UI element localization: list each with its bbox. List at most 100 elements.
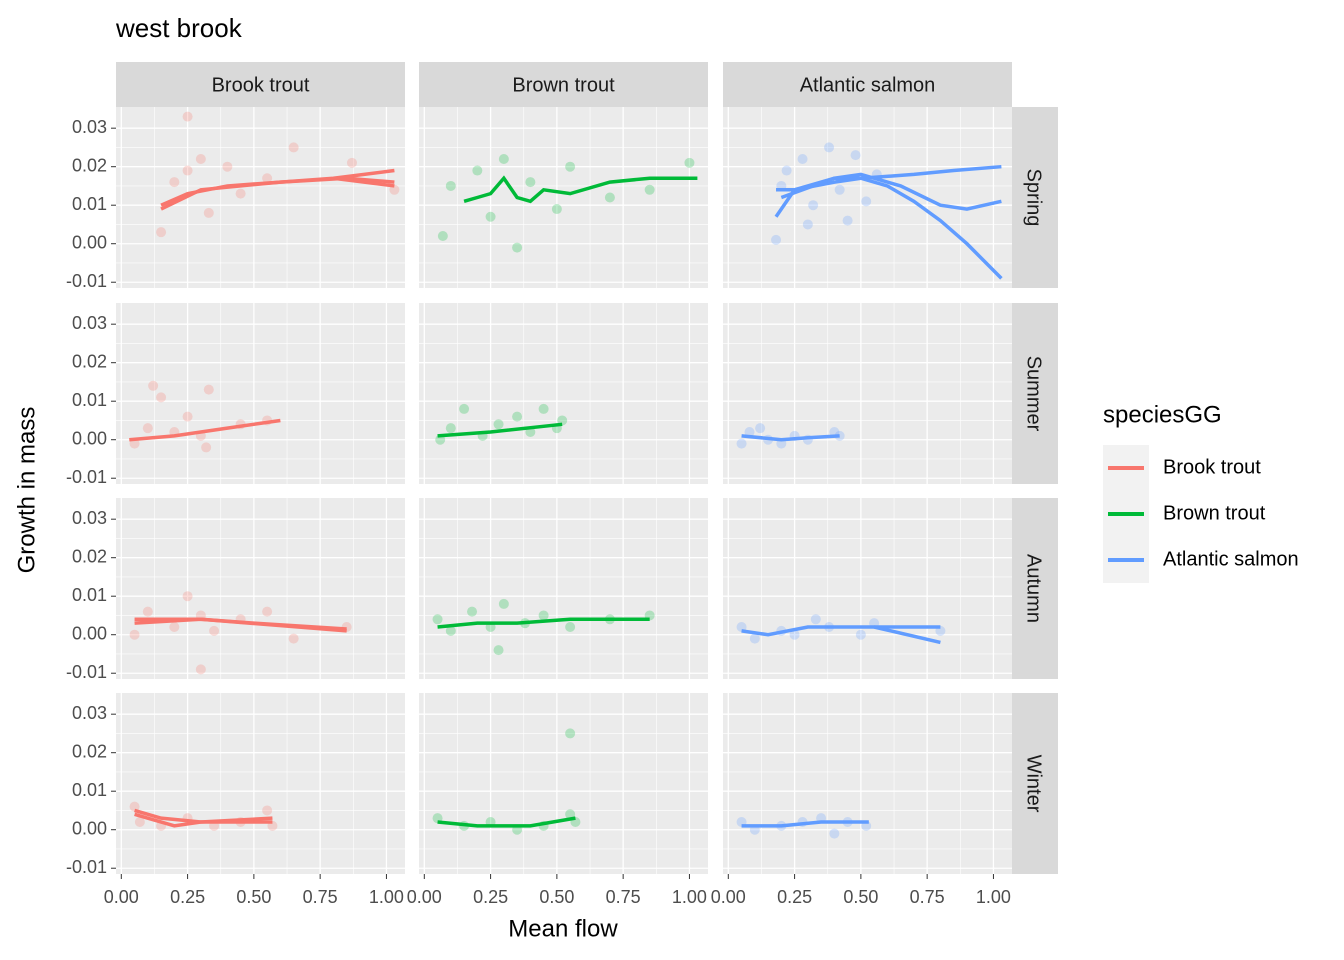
data-point bbox=[565, 809, 576, 820]
panel-background bbox=[723, 693, 1012, 874]
data-point bbox=[850, 150, 861, 161]
data-point bbox=[203, 207, 214, 218]
data-point bbox=[201, 442, 212, 453]
data-point bbox=[235, 188, 246, 199]
panel bbox=[419, 107, 708, 288]
data-point bbox=[755, 423, 766, 434]
smooth-line bbox=[437, 422, 563, 438]
smooth-line bbox=[741, 820, 869, 828]
row-strip-label: Winter bbox=[1023, 755, 1045, 813]
smooth-line bbox=[873, 625, 941, 645]
data-point bbox=[142, 606, 153, 617]
panel bbox=[116, 693, 405, 874]
data-point bbox=[222, 161, 233, 172]
data-point bbox=[824, 142, 835, 153]
panel bbox=[419, 498, 708, 679]
smooth-line bbox=[160, 176, 395, 211]
x-tick-label: 0.00 bbox=[407, 887, 442, 907]
data-point bbox=[472, 165, 483, 176]
x-tick-label: 1.00 bbox=[976, 887, 1011, 907]
y-tick-label: 0.01 bbox=[72, 194, 107, 214]
data-point bbox=[744, 427, 755, 438]
data-point bbox=[203, 384, 214, 395]
y-tick-label: 0.00 bbox=[72, 428, 107, 448]
y-tick-label: 0.02 bbox=[72, 351, 107, 371]
data-point bbox=[445, 625, 456, 636]
smooth-line bbox=[437, 816, 576, 828]
data-point bbox=[445, 423, 456, 434]
data-point bbox=[346, 157, 357, 168]
data-point bbox=[485, 211, 496, 222]
data-point bbox=[565, 622, 576, 633]
smooth-line bbox=[129, 418, 281, 442]
data-point bbox=[493, 419, 504, 430]
smooth-line bbox=[463, 175, 698, 204]
data-point bbox=[538, 610, 549, 621]
x-tick-label: 0.50 bbox=[539, 887, 574, 907]
data-point bbox=[459, 403, 470, 414]
column-strip bbox=[419, 62, 708, 107]
data-point bbox=[538, 403, 549, 414]
data-point bbox=[834, 184, 845, 195]
data-point bbox=[498, 153, 509, 164]
panel-background bbox=[419, 303, 708, 484]
y-tick-label: 0.03 bbox=[72, 313, 107, 333]
smooth-line bbox=[774, 176, 1003, 280]
panel-background bbox=[723, 107, 1012, 288]
panel-background bbox=[723, 303, 1012, 484]
smooth-line bbox=[741, 625, 941, 637]
y-tick-label: -0.01 bbox=[66, 662, 107, 682]
panel bbox=[116, 303, 405, 484]
data-point bbox=[182, 165, 193, 176]
data-point bbox=[810, 614, 821, 625]
data-point bbox=[802, 219, 813, 230]
data-point bbox=[842, 215, 853, 226]
y-tick-label: 0.03 bbox=[72, 703, 107, 723]
panel bbox=[723, 107, 1012, 288]
y-tick-label: -0.01 bbox=[66, 857, 107, 877]
data-point bbox=[789, 629, 800, 640]
y-tick-label: -0.01 bbox=[66, 271, 107, 291]
x-tick-label: 1.00 bbox=[369, 887, 404, 907]
data-point bbox=[551, 204, 562, 215]
column-strip-label: Brook trout bbox=[212, 74, 310, 96]
y-tick-label: 0.03 bbox=[72, 508, 107, 528]
data-point bbox=[182, 591, 193, 602]
legend-label: Brown trout bbox=[1163, 502, 1266, 524]
legend-title: speciesGG bbox=[1103, 401, 1222, 428]
data-point bbox=[182, 411, 193, 422]
y-tick-label: 0.00 bbox=[72, 818, 107, 838]
panel-background bbox=[116, 107, 405, 288]
y-axis-label: Growth in mass bbox=[13, 407, 40, 574]
x-tick-label: 0.00 bbox=[104, 887, 139, 907]
data-point bbox=[169, 622, 180, 633]
data-point bbox=[644, 184, 655, 195]
legend-label: Brook trout bbox=[1163, 456, 1261, 478]
panel bbox=[723, 693, 1012, 874]
data-point bbox=[525, 177, 536, 188]
smooth-line bbox=[741, 434, 840, 442]
row-strip bbox=[1012, 303, 1058, 484]
smooth-line bbox=[437, 617, 650, 629]
x-tick-label: 0.00 bbox=[711, 887, 746, 907]
data-point bbox=[142, 423, 153, 434]
x-tick-label: 0.50 bbox=[843, 887, 878, 907]
smooth-line bbox=[333, 176, 395, 188]
data-point bbox=[808, 200, 819, 211]
y-tick-label: 0.01 bbox=[72, 585, 107, 605]
row-strip-label: Summer bbox=[1023, 356, 1045, 432]
smooth-line bbox=[780, 172, 1002, 211]
row-strip-label: Autumn bbox=[1023, 554, 1045, 623]
panel-background bbox=[116, 303, 405, 484]
data-point bbox=[288, 142, 299, 153]
panel-background bbox=[419, 107, 708, 288]
y-tick-label: 0.01 bbox=[72, 390, 107, 410]
data-point bbox=[493, 645, 504, 656]
column-strip-label: Brown trout bbox=[512, 74, 615, 96]
data-point bbox=[262, 805, 273, 816]
x-tick-label: 0.25 bbox=[473, 887, 508, 907]
data-point bbox=[749, 633, 760, 644]
data-point bbox=[498, 598, 509, 609]
smooth-line bbox=[134, 617, 347, 633]
data-point bbox=[512, 242, 523, 253]
